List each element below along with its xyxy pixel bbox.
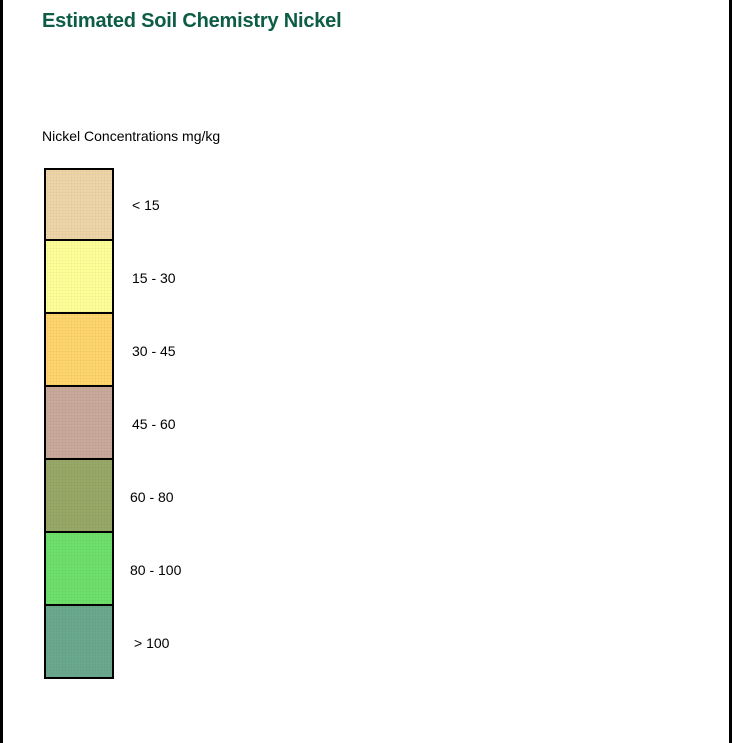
legend-label: > 100 bbox=[134, 635, 170, 651]
legend-label: 80 - 100 bbox=[130, 562, 182, 578]
legend-swatch bbox=[44, 385, 114, 460]
legend-heading: Nickel Concentrations mg/kg bbox=[42, 128, 221, 144]
legend-swatch bbox=[44, 458, 114, 533]
legend-label: 15 - 30 bbox=[132, 270, 176, 286]
legend-swatch bbox=[44, 312, 114, 387]
map-title: Estimated Soil Chemistry Nickel bbox=[42, 10, 342, 32]
legend-label: < 15 bbox=[132, 197, 160, 213]
legend-label: 30 - 45 bbox=[132, 343, 176, 359]
legend-swatch bbox=[44, 168, 114, 241]
legend-swatch bbox=[44, 604, 114, 679]
legend-label: 45 - 60 bbox=[132, 416, 176, 432]
legend-label: 60 - 80 bbox=[130, 489, 174, 505]
legend-swatch bbox=[44, 531, 114, 606]
legend-swatch bbox=[44, 239, 114, 314]
